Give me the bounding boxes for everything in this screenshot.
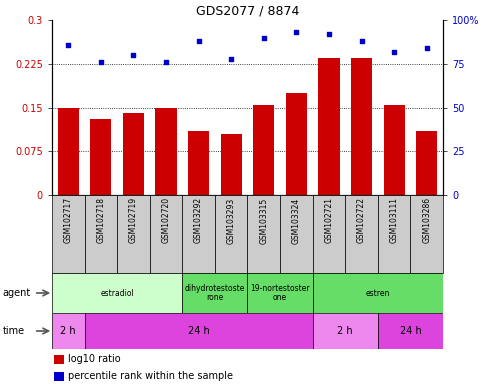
Text: 19-nortestoster
one: 19-nortestoster one (250, 284, 310, 302)
Bar (345, 195, 378, 273)
Bar (313, 195, 345, 273)
Bar (416, 131, 437, 195)
Point (358, 38, 366, 44)
Point (325, 31, 333, 37)
Text: GSM103286: GSM103286 (422, 197, 431, 243)
Title: GDS2077 / 8874: GDS2077 / 8874 (196, 5, 299, 17)
Text: GSM102718: GSM102718 (97, 197, 105, 243)
Point (162, 59, 170, 65)
Text: GSM103293: GSM103293 (227, 197, 236, 243)
Bar (215, 195, 247, 273)
Text: log10 ratio: log10 ratio (69, 354, 121, 364)
Text: dihydrotestoste
rone: dihydrotestoste rone (185, 284, 245, 302)
Point (423, 45, 430, 51)
Bar (313, 313, 378, 349)
Text: 24 h: 24 h (399, 326, 421, 336)
Text: GSM103292: GSM103292 (194, 197, 203, 243)
Bar (378, 195, 411, 273)
Point (390, 48, 398, 55)
Bar (57, 108, 79, 195)
Bar (150, 195, 183, 273)
Text: 24 h: 24 h (188, 326, 210, 336)
Point (64, 41, 72, 48)
Text: GSM103324: GSM103324 (292, 197, 301, 243)
Bar (123, 113, 144, 195)
Bar (90, 119, 112, 195)
Text: estradiol: estradiol (100, 288, 134, 298)
Bar (221, 134, 242, 195)
Bar (52, 195, 85, 273)
Bar (85, 313, 313, 349)
Bar (183, 195, 215, 273)
Point (195, 38, 202, 44)
Text: GSM102721: GSM102721 (325, 197, 333, 243)
Bar (318, 58, 340, 195)
Text: 2 h: 2 h (60, 326, 76, 336)
Bar (52, 273, 183, 313)
Text: 2 h: 2 h (338, 326, 353, 336)
Point (97, 59, 105, 65)
Text: agent: agent (2, 288, 30, 298)
Bar (54, 372, 64, 381)
Point (129, 52, 137, 58)
Text: estren: estren (366, 288, 390, 298)
Bar (183, 273, 247, 313)
Bar (253, 104, 274, 195)
Bar (351, 58, 372, 195)
Text: GSM103315: GSM103315 (259, 197, 268, 243)
Text: GSM103111: GSM103111 (390, 197, 398, 243)
Bar (384, 104, 405, 195)
Text: percentile rank within the sample: percentile rank within the sample (69, 371, 233, 381)
Bar (52, 313, 85, 349)
Bar (378, 313, 443, 349)
Text: GSM102717: GSM102717 (64, 197, 73, 243)
Bar (188, 131, 209, 195)
Bar (286, 93, 307, 195)
Bar (54, 355, 64, 364)
Text: GSM102720: GSM102720 (161, 197, 170, 243)
Bar (280, 195, 313, 273)
Text: time: time (2, 326, 25, 336)
Bar (247, 195, 280, 273)
Point (260, 35, 268, 41)
Text: GSM102719: GSM102719 (129, 197, 138, 243)
Point (293, 29, 300, 35)
Text: GSM102722: GSM102722 (357, 197, 366, 243)
Bar (156, 108, 177, 195)
Bar (313, 273, 443, 313)
Bar (85, 195, 117, 273)
Bar (117, 195, 150, 273)
Bar (247, 273, 313, 313)
Bar (411, 195, 443, 273)
Point (227, 55, 235, 61)
